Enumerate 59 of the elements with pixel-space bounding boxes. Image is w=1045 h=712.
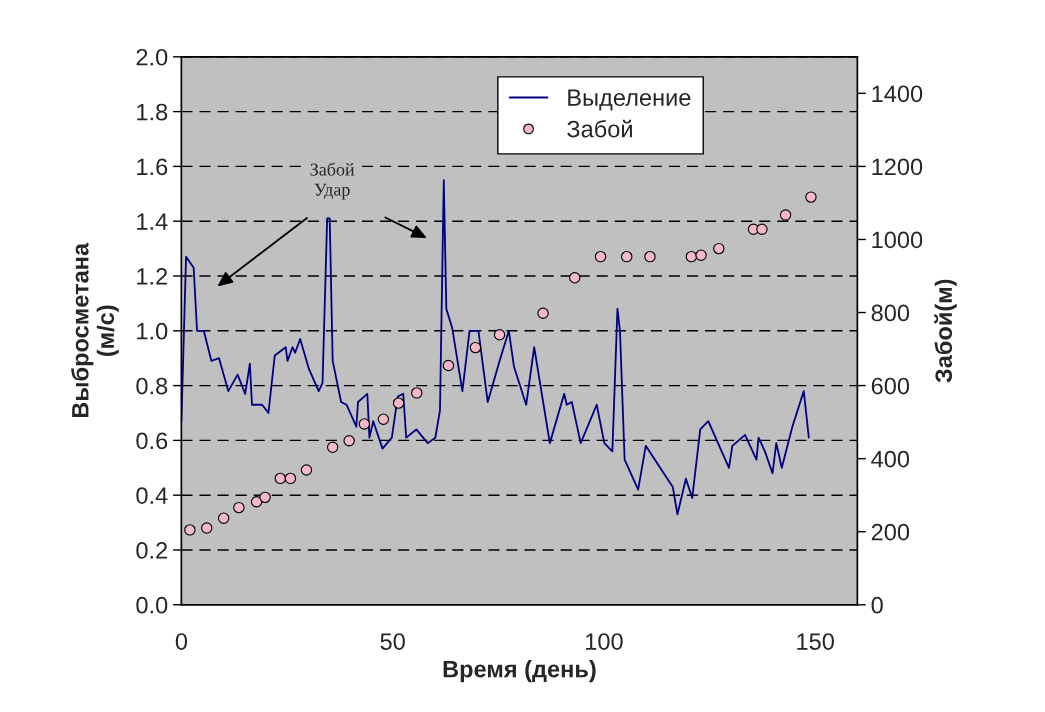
point	[326, 441, 339, 454]
point	[201, 522, 213, 534]
x-tick-label: 100	[586, 633, 623, 650]
point	[493, 329, 506, 341]
point	[756, 223, 768, 235]
y2-axis-title: Забой(м)	[934, 279, 957, 383]
point	[713, 242, 725, 255]
y-tick-label: 0.0	[136, 596, 168, 614]
point	[217, 512, 230, 524]
y2-tick-label: 0	[871, 596, 883, 614]
legend-label: Выделение	[568, 89, 691, 111]
point	[644, 250, 656, 263]
x-axis-title: Время (день)	[443, 660, 596, 683]
y2-tick-label: 1400	[872, 85, 923, 103]
point	[284, 472, 297, 485]
y-axis-title: Выбросметана (м/с)	[71, 242, 119, 418]
y2-tick-label: 1200	[872, 158, 923, 176]
point	[392, 397, 405, 409]
point	[343, 435, 355, 447]
y-tick-label: 1.6	[137, 158, 168, 176]
point	[233, 501, 245, 514]
y-tick-label: 0.2	[136, 542, 168, 559]
legend-label: Забой	[567, 119, 632, 138]
point	[300, 464, 313, 476]
y2-tick-label: 400	[871, 450, 910, 468]
line-series	[181, 179, 810, 516]
y2-tick-label: 800	[871, 304, 910, 322]
y-tick-label: 0.8	[136, 377, 168, 395]
point	[377, 413, 390, 425]
point	[594, 250, 607, 263]
point	[411, 387, 423, 399]
point	[685, 250, 698, 263]
x-tick-label: 0	[175, 633, 188, 650]
point	[779, 209, 792, 221]
y-tick-label: 1.8	[137, 103, 168, 121]
point	[250, 496, 263, 508]
point	[358, 418, 371, 430]
y-tick-label: 2.0	[136, 48, 168, 66]
y-tick-label: 0.6	[136, 432, 168, 450]
y2-tick-label: 600	[871, 377, 910, 395]
point	[621, 250, 633, 263]
y-tick-label: 1.2	[137, 268, 168, 285]
y-tick-label: 1.4	[137, 213, 168, 230]
x-tick-label: 50	[380, 633, 405, 650]
x-tick-label: 150	[797, 633, 834, 650]
point	[569, 272, 581, 284]
point	[184, 524, 196, 536]
y2-tick-label: 1000	[872, 231, 923, 249]
y-tick-label: 0.4	[136, 487, 168, 504]
annotation: Забой Удар	[310, 162, 355, 200]
point	[805, 191, 817, 203]
point	[442, 359, 455, 372]
y-tick-label: 1.0	[137, 322, 168, 340]
y2-tick-label: 200	[871, 523, 910, 541]
point	[259, 491, 271, 504]
point	[469, 341, 482, 354]
point	[537, 307, 549, 319]
point	[274, 472, 286, 485]
point	[695, 249, 707, 261]
